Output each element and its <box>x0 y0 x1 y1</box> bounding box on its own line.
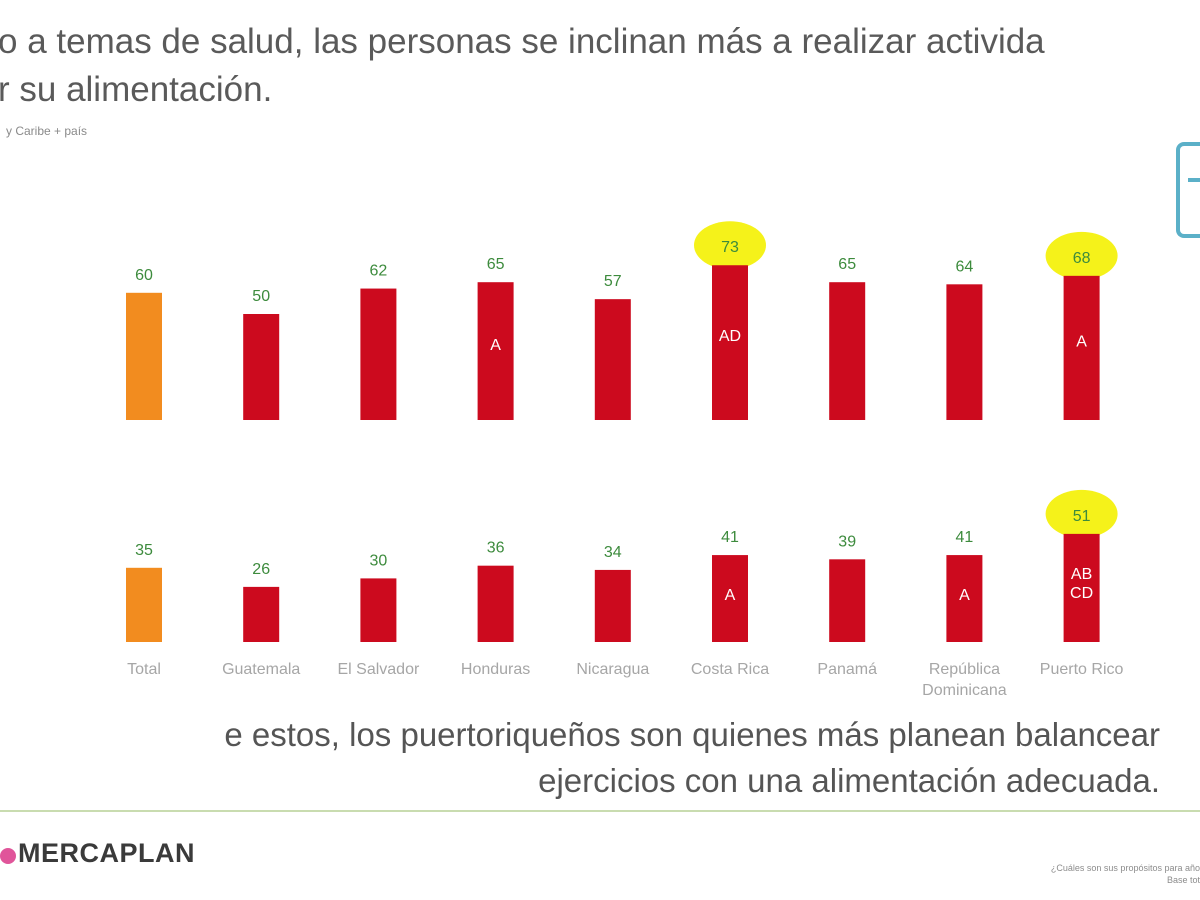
source-note: ¿Cuáles son sus propósitos para año Base… <box>880 862 1200 886</box>
highlight-marker <box>1045 489 1118 538</box>
bar-chart: 60 50 62 65 A 57 73 AD 65 64 68 A 35 26 30 36 34 41 A 39 41 A… <box>126 221 1124 699</box>
bar <box>126 567 162 642</box>
data-label: 34 <box>604 544 622 561</box>
bar <box>1063 275 1100 420</box>
data-label: 57 <box>604 273 622 290</box>
data-label: 62 <box>370 263 388 280</box>
data-label: 51 <box>1073 508 1091 525</box>
category-label: República <box>929 661 1000 678</box>
significance-label: A <box>1076 334 1087 351</box>
data-label: 30 <box>370 552 388 569</box>
significance-label: A <box>959 587 970 604</box>
bar <box>829 559 866 642</box>
source-note-line-1: ¿Cuáles son sus propósitos para año <box>1050 863 1200 873</box>
chart-subtitle: y Caribe + país <box>6 124 88 138</box>
category-label: Nicaragua <box>576 661 649 678</box>
significance-label: A <box>490 337 501 354</box>
bar <box>594 299 631 420</box>
title-line-1: o a temas de salud, las personas se incl… <box>0 22 1045 61</box>
significance-label: AD <box>719 328 741 345</box>
data-label: 60 <box>135 267 153 284</box>
data-label: 41 <box>721 529 739 546</box>
bar <box>1063 533 1100 642</box>
page-title: o a temas de salud, las personas se incl… <box>0 18 1200 114</box>
category-label: Puerto Rico <box>1040 661 1124 678</box>
data-label: 35 <box>135 542 153 559</box>
highlight-marker <box>694 221 766 270</box>
data-label: 65 <box>838 256 856 273</box>
side-callout-box <box>1176 142 1200 238</box>
bar <box>712 265 748 420</box>
brand-logo: MERCAPLAN <box>18 838 195 868</box>
takeaway-line-2: ejercicios con una alimentación adecuada… <box>538 762 1160 799</box>
data-label: 26 <box>252 561 270 578</box>
footer-divider <box>0 810 1200 812</box>
bar <box>360 578 397 642</box>
bar <box>946 555 983 642</box>
mercaplan-logo-icon <box>0 848 16 864</box>
highlight-marker <box>1045 231 1118 280</box>
bar <box>477 565 514 642</box>
category-label: Honduras <box>461 661 530 678</box>
bar <box>712 555 748 642</box>
category-label: Panamá <box>817 661 877 678</box>
category-label: Guatemala <box>222 661 300 678</box>
data-label: 39 <box>838 533 856 550</box>
source-note-line-2: Base tot <box>1166 875 1200 885</box>
data-label: 65 <box>487 256 505 273</box>
category-label: El Salvador <box>337 661 419 678</box>
bar <box>946 284 983 420</box>
data-label: 73 <box>721 239 739 256</box>
bar <box>829 282 866 420</box>
significance-label: A <box>725 587 736 604</box>
side-callout-icon <box>1188 178 1200 182</box>
bar <box>360 288 397 420</box>
significance-label: AB <box>1071 566 1092 583</box>
data-label: 64 <box>956 258 974 275</box>
category-label: Costa Rica <box>691 661 769 678</box>
data-label: 41 <box>956 529 974 546</box>
data-label: 50 <box>252 288 270 305</box>
takeaway-line-1: e estos, los puertoriqueños son quienes … <box>224 716 1160 753</box>
category-label: Total <box>127 661 161 678</box>
bar <box>477 282 514 420</box>
data-label: 36 <box>487 540 505 557</box>
bar <box>243 586 280 642</box>
significance-label: CD <box>1070 585 1093 602</box>
bar <box>594 569 631 642</box>
bar <box>243 314 280 420</box>
title-line-2: r su alimentación. <box>0 70 273 109</box>
bar <box>126 292 162 420</box>
takeaway-text: e estos, los puertoriqueños son quienes … <box>120 712 1160 804</box>
data-label: 68 <box>1073 250 1091 267</box>
category-label: Dominicana <box>922 682 1007 699</box>
